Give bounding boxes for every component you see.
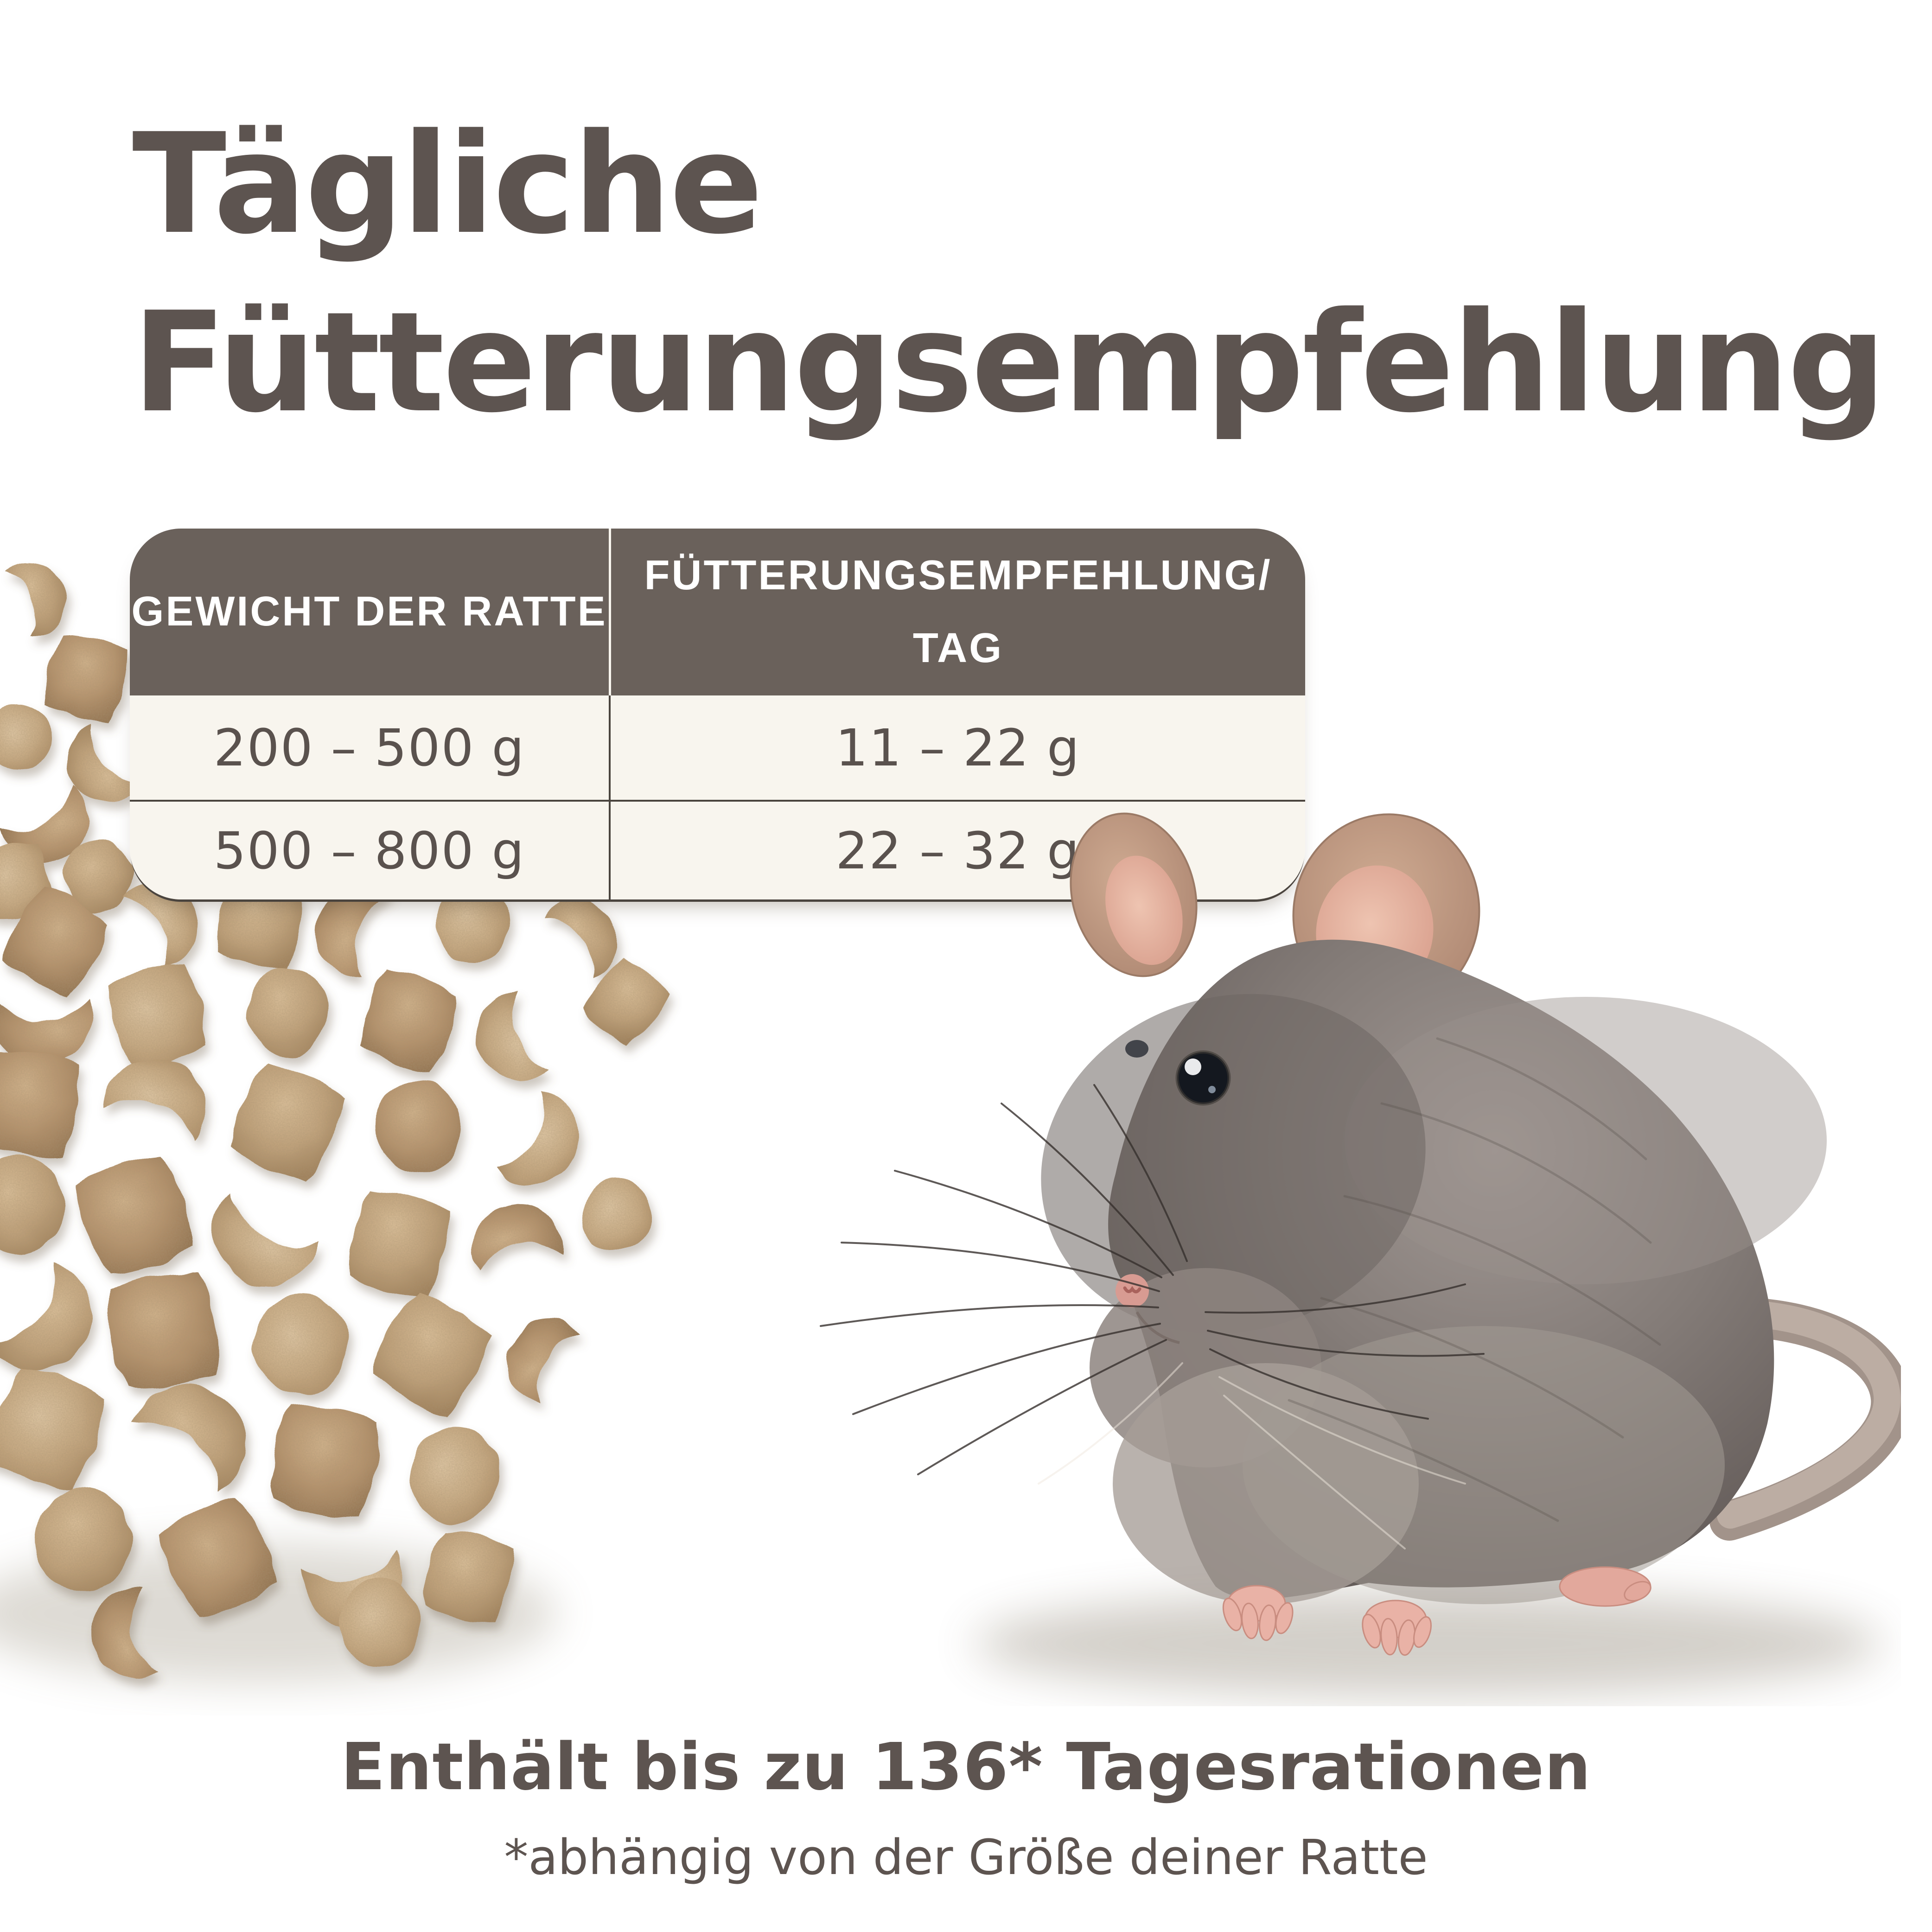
rat-tail [1705,1296,1901,1541]
pellet-pile-shadow [0,1544,556,1683]
rat-ground-shadow [974,1590,1882,1697]
rat-ear-left [1070,812,1198,977]
table-row: 200 – 500 g [130,695,609,800]
table-header-recommendation: FÜTTERUNGSEMPFEHLUNG/ TAG [609,529,1305,695]
table-header-weight: GEWICHT DER RATTE [130,529,609,695]
table-row: 22 – 32 g [609,800,1305,899]
footer-headline: Enthält bis zu 136* Tagesrationen [341,1729,1591,1805]
page-title-line2: Fütterungsempfehlung [132,282,1886,443]
rat-whiskers [820,1084,1485,1475]
rat-head-shading [1041,994,1426,1334]
rat-photo [820,812,1901,1697]
rat-light-whiskers [1038,1362,1466,1549]
rat-fur-streaks [1288,1037,1661,1522]
rat-belly-light [1243,1326,1725,1604]
rat-far-eye [1125,1040,1148,1058]
rat-eye [1175,1050,1231,1106]
page-title: Tägliche Fütterungsempfehlung [132,95,1886,452]
table-row: 11 – 22 g [609,695,1305,800]
rat-back-highlight [1345,997,1827,1284]
table-row: 500 – 800 g [130,800,609,899]
pellets-photo [0,551,676,1685]
rat-feet [1222,1566,1651,1656]
footer-note: *abhängig von der Größe deiner Ratte [504,1829,1428,1886]
feeding-table: GEWICHT DER RATTE FÜTTERUNGSEMPFEHLUNG/ … [130,529,1305,899]
rat-nose [1116,1274,1149,1307]
rat-mouth [1135,1311,1180,1344]
page-title-line1: Tägliche [132,104,763,265]
